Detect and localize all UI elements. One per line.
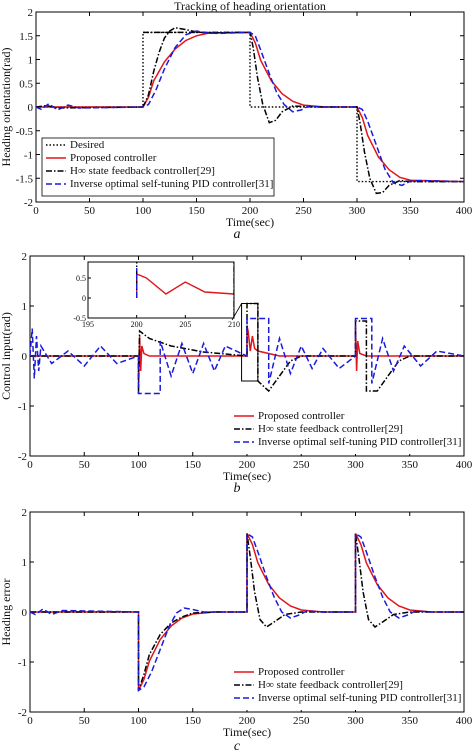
y-tick-label: 0 [28, 102, 34, 114]
y-tick-label: -2 [18, 451, 27, 463]
legend-box [230, 409, 462, 454]
inset-zoom: 195 200 205 210 -0.5 0 0.5 [73, 261, 240, 329]
y-tick-label: 1 [28, 55, 34, 67]
x-tick-label: 200 [239, 459, 256, 471]
y-tick-label: 0 [22, 351, 28, 363]
x-tick-label: 50 [79, 459, 91, 471]
x-tick-label: 350 [402, 205, 419, 217]
zoom-region-box [241, 303, 259, 382]
inset-x-tick-label: 210 [228, 320, 240, 329]
series-line-2 [142, 26, 464, 195]
y-tick-label: -1 [24, 150, 33, 162]
x-tick-label: 50 [79, 715, 91, 727]
series-line-0 [30, 325, 464, 382]
x-tick-label: 100 [130, 715, 147, 727]
x-tick-label: 150 [185, 459, 202, 471]
y-tick-label: 2 [28, 7, 34, 19]
y-axis-label: Heading orientation(rad) [0, 48, 13, 167]
chart-panel-a: 0 50 100 150 200 250 300 350 400 -2 -1.5 -1 -0.5 0 0.5… [0, 0, 473, 242]
x-tick-label: 100 [130, 459, 147, 471]
inset-plot-area [87, 261, 235, 319]
y-tick-label: -1 [18, 401, 27, 413]
inset-y-tick-label: -0.5 [73, 314, 86, 323]
legend-entry: Desired [70, 139, 105, 151]
legend-entry: Inverse optimal self-tuning PID controll… [258, 436, 461, 448]
legend-entry: H∞ state feedback controller[29] [258, 423, 403, 435]
x-tick-label: 350 [402, 715, 419, 727]
chart-panel-c: 0 50 100 150 200 250 300 350 400 -2 -1 0 1 2 Time(sec)… [0, 507, 473, 754]
y-tick-label: 1 [22, 301, 28, 313]
panel-caption: b [234, 481, 241, 496]
x-tick-label: 400 [456, 715, 473, 727]
x-tick-label: 150 [188, 205, 205, 217]
x-tick-label: 300 [347, 715, 364, 727]
series-line-1 [30, 533, 464, 691]
x-tick-label: 400 [456, 205, 473, 217]
inset-y-tick-label: 0.5 [76, 274, 86, 283]
y-axis-label: Heading error [0, 579, 13, 646]
series-line-0 [36, 31, 464, 183]
panel-caption: c [234, 739, 241, 754]
chart-panel-b: 0 50 100 150 200 250 300 350 400 -2 -1 0 1 2 Time(sec)… [0, 251, 473, 496]
inset-x-tick-label: 195 [82, 320, 94, 329]
x-tick-label: 200 [239, 715, 256, 727]
series-line-1 [36, 31, 464, 183]
x-tick-label: 200 [242, 205, 259, 217]
inset-x-tick-label: 200 [131, 320, 143, 329]
y-tick-label: -0.5 [16, 126, 34, 138]
x-tick-label: 250 [293, 715, 310, 727]
x-tick-label: 0 [33, 205, 39, 217]
legend-entry: Inverse optimal self-tuning PID controll… [70, 178, 273, 190]
series-line-2 [30, 532, 464, 692]
x-tick-label: 250 [293, 459, 310, 471]
series-line-3 [36, 30, 464, 187]
y-tick-label: 1 [22, 557, 28, 569]
y-tick-label: -1.5 [16, 173, 34, 185]
inset-x-tick-label: 205 [179, 320, 191, 329]
series-line-1 [30, 302, 464, 394]
inset-y-tick-label: 0 [82, 294, 86, 303]
x-tick-label: 350 [402, 459, 419, 471]
x-tick-label: 150 [185, 715, 202, 727]
legend-box [41, 137, 275, 197]
x-axis-label: Time(sec) [226, 215, 274, 229]
y-tick-label: 1.5 [19, 31, 33, 43]
series-line-2 [30, 317, 464, 395]
chart-title: Tracking of heading orientation [174, 0, 326, 13]
x-axis-label: Time(sec) [223, 469, 271, 483]
panel-caption: a [234, 227, 241, 242]
y-tick-label: -1 [18, 657, 27, 669]
x-tick-label: 0 [27, 715, 33, 727]
y-tick-label: 0.5 [19, 78, 33, 90]
x-tick-label: 0 [27, 459, 33, 471]
x-tick-label: 100 [135, 205, 152, 217]
x-tick-label: 400 [456, 459, 473, 471]
y-tick-label: 2 [22, 507, 28, 519]
x-tick-label: 300 [347, 459, 364, 471]
y-tick-label: 2 [22, 251, 28, 263]
y-tick-label: 0 [22, 607, 28, 619]
x-tick-label: 250 [295, 205, 312, 217]
y-tick-label: -2 [24, 197, 33, 209]
x-tick-label: 300 [349, 205, 366, 217]
legend-box [230, 665, 462, 710]
y-axis-label: Control input(rad) [0, 312, 13, 400]
legend-entry: H∞ state feedback controller[29] [70, 165, 215, 177]
zoom-pointer-line [231, 303, 242, 321]
legend-entry: Proposed controller [70, 152, 157, 164]
x-axis-label: Time(sec) [223, 725, 271, 739]
x-tick-label: 50 [84, 205, 96, 217]
legend-entry: H∞ state feedback controller[29] [258, 679, 403, 691]
legend-entry: Proposed controller [258, 666, 345, 678]
legend-entry: Inverse optimal self-tuning PID controll… [258, 692, 461, 704]
legend-entry: Proposed controller [258, 410, 345, 422]
y-tick-label: -2 [18, 707, 27, 719]
